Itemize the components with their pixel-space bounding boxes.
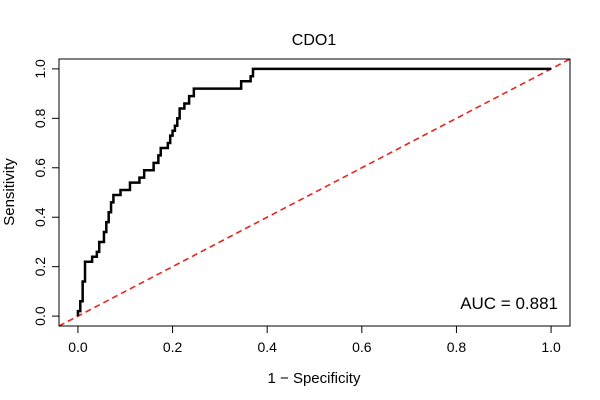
x-tick-label: 0.0 [68, 339, 88, 355]
x-tick-label: 0.6 [352, 339, 372, 355]
x-tick-label: 0.8 [447, 339, 467, 355]
y-axis: 0.0 0.2 0.4 0.6 0.8 1.0 [32, 59, 59, 326]
x-tick-label: 0.2 [163, 339, 183, 355]
chart-title: CDO1 [292, 32, 337, 49]
x-tick-label: 0.4 [257, 339, 277, 355]
reference-diagonal-line [58, 58, 571, 327]
y-tick-label: 0.6 [32, 158, 48, 178]
y-tick-label: 0.0 [32, 306, 48, 326]
x-axis-label: 1 − Specificity [268, 370, 361, 387]
y-tick-label: 0.4 [32, 207, 48, 227]
roc-curve-line [76, 67, 552, 317]
y-tick-label: 0.2 [32, 257, 48, 277]
x-tick-label: 1.0 [541, 339, 561, 355]
y-tick-label: 0.8 [32, 108, 48, 128]
x-axis: 0.0 0.2 0.4 0.6 0.8 1.0 [68, 325, 561, 355]
y-tick-label: 1.0 [32, 59, 48, 79]
series-group [58, 58, 571, 327]
auc-annotation: AUC = 0.881 [460, 294, 558, 313]
y-axis-label: Sensitivity [1, 158, 18, 226]
